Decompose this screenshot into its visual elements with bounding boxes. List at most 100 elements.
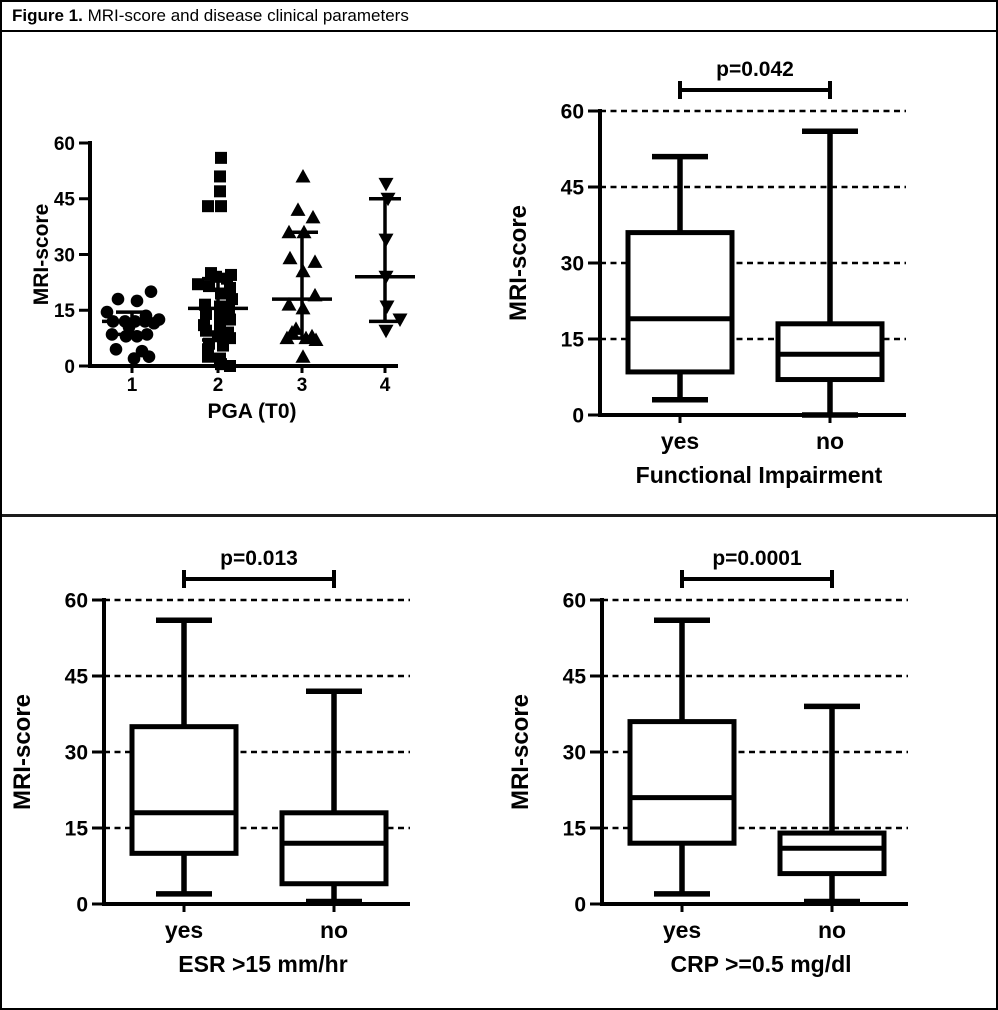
bottom-section: 0 15 30 45 60 MRI-score yes no p=0.013 ESR >15 mm… [2,517,996,1008]
x-axis-title: CRP >=0.5 mg/dl [670,951,851,977]
scatter-group-3 [272,168,332,363]
data-point-triangle-up [295,349,311,363]
data-point-circle [142,350,156,364]
y-tick-label: 45 [65,666,89,689]
y-tick-label: 15 [561,329,585,352]
data-point-square [202,350,214,363]
data-point-triangle-up [290,202,306,216]
boxplot-functional-impairment: 0 15 30 45 60 MRI-score yes no p=0.042 Functional… [505,58,906,488]
data-point-triangle-up [305,209,321,224]
box-yes [627,617,737,897]
x-tick-label: 1 [127,375,138,396]
p-value-label: p=0.042 [716,58,794,81]
data-point-square [200,324,212,337]
y-tick-label: 45 [561,177,585,200]
y-tick-label: 60 [561,101,584,124]
y-tick-label: 0 [572,405,584,428]
scatter-group-4 [355,177,415,339]
category-label: no [818,917,846,943]
y-tick-label: 60 [54,134,75,155]
data-point-square [226,293,238,306]
data-point-circle [105,328,119,341]
box-no [279,688,389,905]
top-section: 0 15 30 45 60 MRI-score 1 2 3 4 PGA (T0) 0 15 30 45 60… [2,32,996,517]
data-point-square [217,339,229,352]
data-point-circle [144,285,158,298]
p-value-label: p=0.013 [220,547,298,570]
iqr-box [627,719,737,846]
iqr-box [775,321,885,383]
x-tick-label: 3 [297,375,308,396]
x-axis-title: PGA (T0) [207,400,296,423]
x-tick-label: 4 [380,375,391,396]
iqr-box [279,810,389,887]
y-tick-label: 45 [563,666,587,689]
figure-label: Figure 1. [12,6,83,25]
data-point-square [214,170,226,183]
y-tick-label: 15 [563,818,587,841]
data-point-triangle-up [295,168,311,183]
data-point-square [200,307,212,320]
iqr-box [129,724,239,856]
data-point-square [224,313,236,326]
data-point-square [215,200,227,213]
significance-bracket [182,570,336,588]
box-no [775,128,885,418]
data-point-triangle-up [307,254,323,268]
data-point-square [203,280,215,293]
data-point-triangle-down [378,324,394,339]
data-point-circle [109,342,123,356]
data-point-square [215,151,227,164]
x-tick-label: 2 [213,375,224,396]
data-point-circle [111,292,125,306]
data-point-circle [130,294,144,308]
y-tick-label: 60 [65,590,88,613]
data-point-circle [147,316,161,330]
figure-title-bar: Figure 1. MRI-score and disease clinical… [2,2,996,32]
box-no [777,703,887,905]
data-point-circle [100,305,114,319]
data-point-triangle-down [379,300,395,315]
y-tick-label: 60 [563,590,586,613]
y-tick-label: 0 [76,894,88,917]
data-point-square [224,360,236,372]
significance-bracket [680,570,834,588]
data-point-circle [127,352,141,365]
category-label: yes [663,917,701,943]
data-point-square [214,185,226,198]
y-tick-label: 45 [54,190,76,211]
y-tick-label: 0 [574,894,586,917]
x-axis-title: ESR >15 mm/hr [178,951,347,977]
x-axis-title: Functional Impairment [636,462,883,488]
y-tick-label: 30 [563,742,586,765]
scatter-group-2 [188,151,248,372]
data-point-triangle-down [378,177,394,192]
scatter-group-1 [100,285,166,365]
category-label: no [816,428,844,454]
y-tick-label: 30 [54,245,75,266]
iqr-box [777,830,887,877]
category-label: yes [165,917,203,943]
y-tick-label: 15 [54,301,76,322]
significance-bracket [678,81,832,99]
y-axis-title: MRI-score [507,694,534,810]
y-axis-title: MRI-score [505,205,532,321]
boxplot-esr: 0 15 30 45 60 MRI-score yes no p=0.013 ESR >15 mm… [9,547,410,977]
box-yes [129,617,239,897]
data-point-triangle-up [281,297,297,311]
data-point-triangle-up [282,250,298,265]
p-value-label: p=0.0001 [712,547,802,570]
data-point-square [202,200,214,213]
box-yes [625,153,735,403]
figure-title: MRI-score and disease clinical parameter… [82,6,409,25]
y-tick-label: 15 [65,818,89,841]
iqr-box [625,230,735,375]
y-tick-label: 0 [64,357,75,378]
y-tick-label: 30 [65,742,88,765]
category-label: yes [661,428,699,454]
category-label: no [320,917,348,943]
y-axis-title: MRI-score [9,694,36,810]
y-tick-label: 30 [561,253,584,276]
boxplot-crp: 0 15 30 45 60 MRI-score yes no p=0.0001 CRP >=0.5… [507,547,908,977]
